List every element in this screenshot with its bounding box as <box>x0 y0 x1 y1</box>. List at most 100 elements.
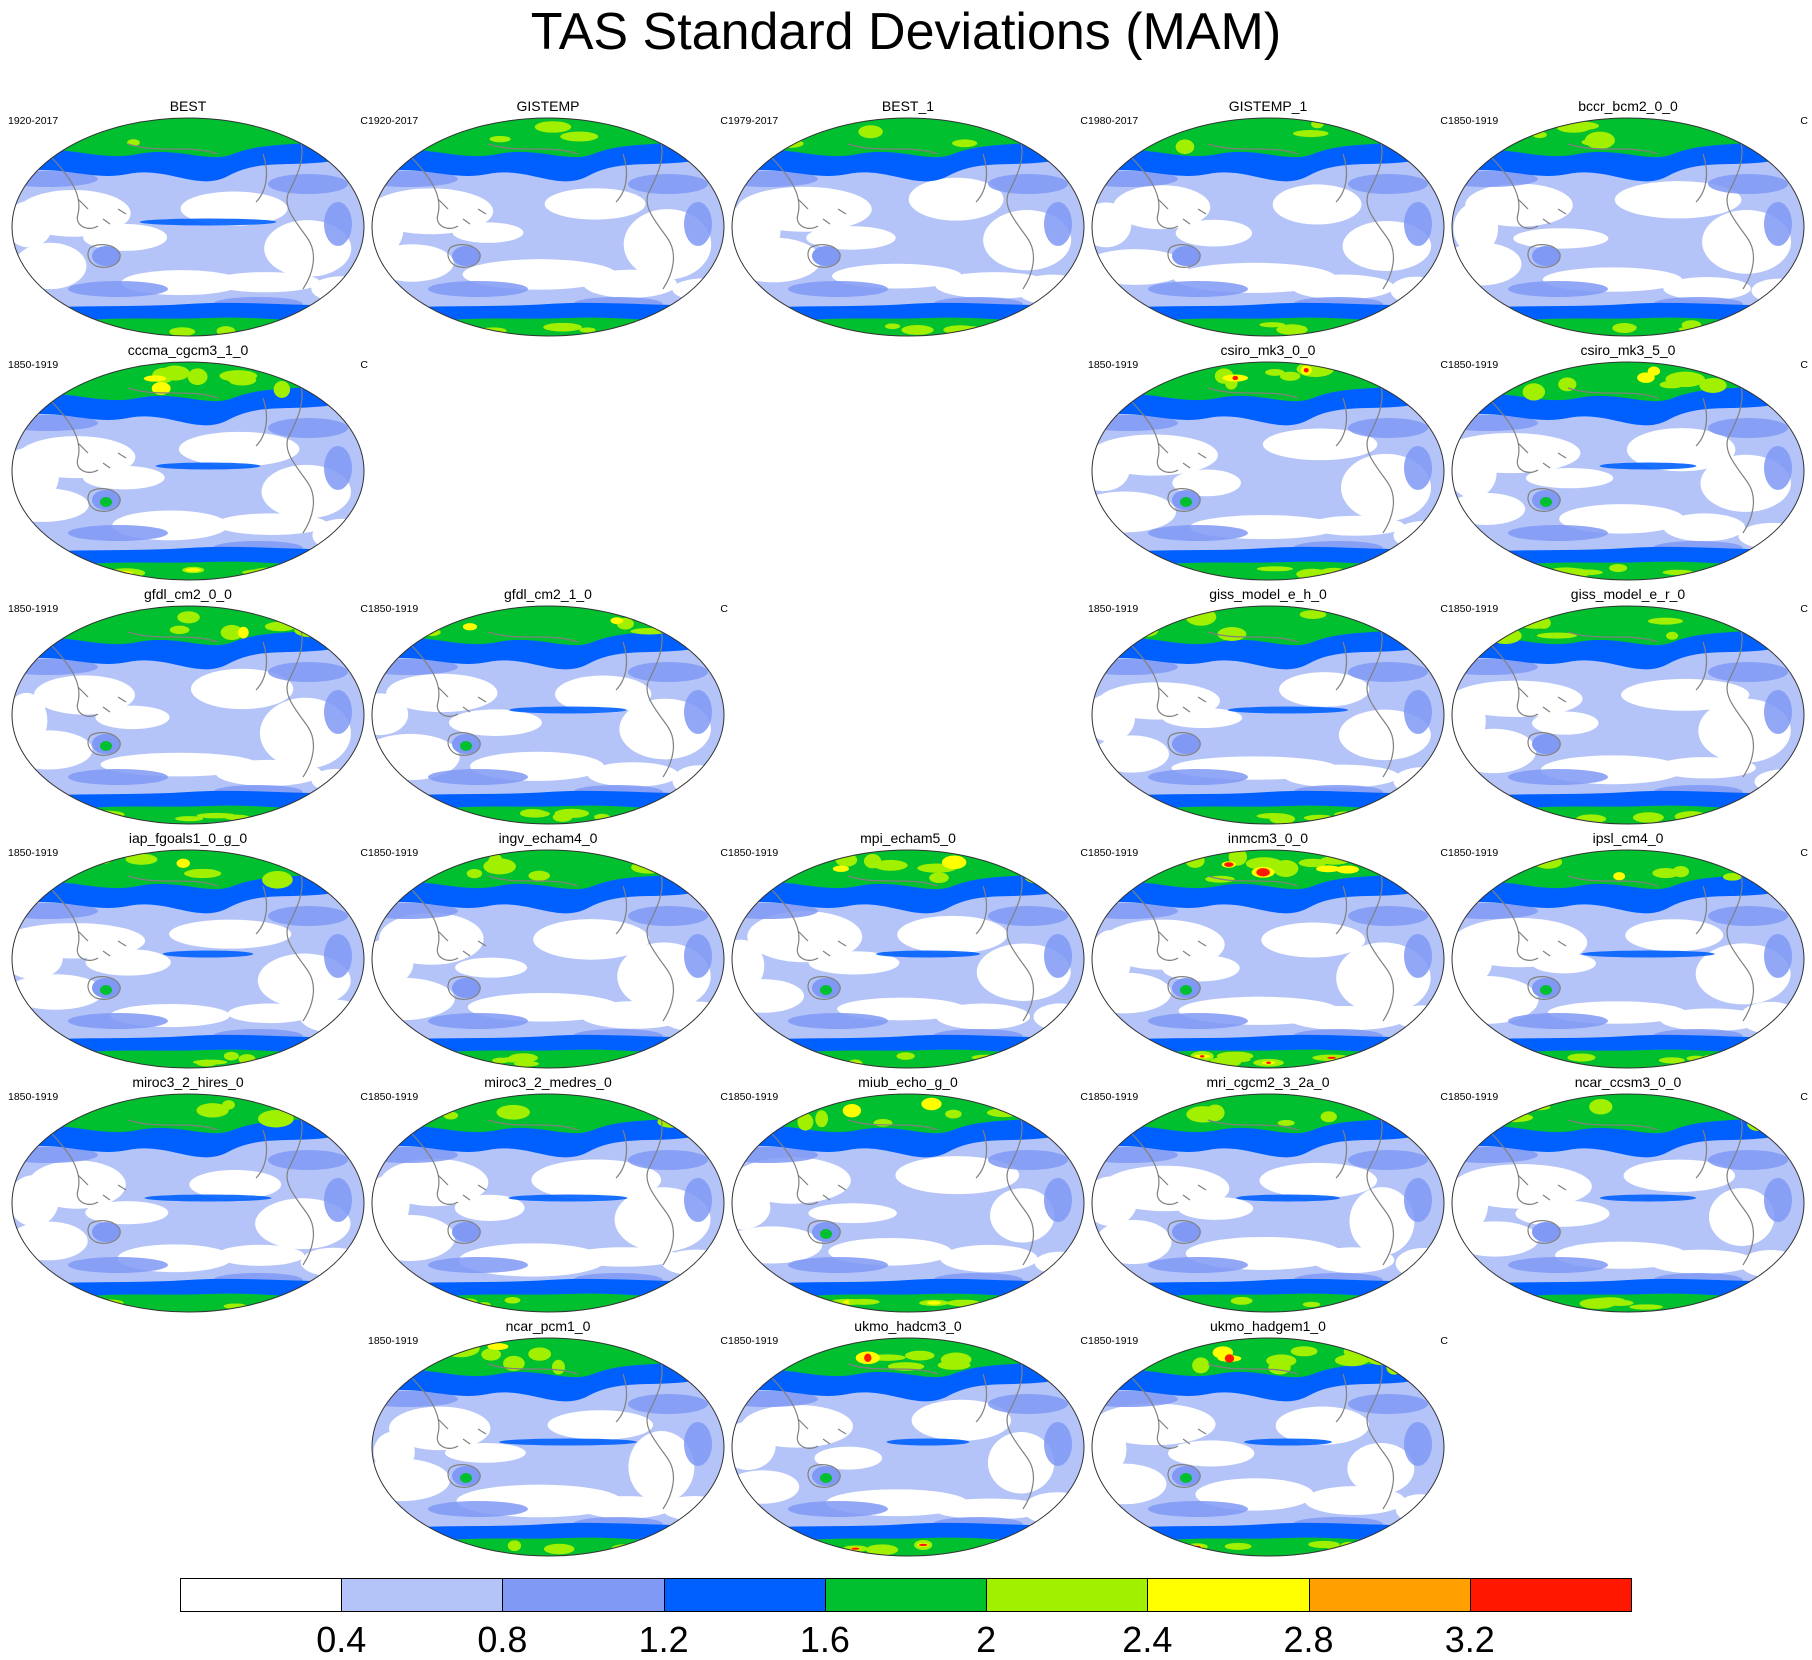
panel-period: 1850-1919 <box>8 1091 59 1103</box>
panel-unit: C <box>1080 1335 1088 1347</box>
colorbar-box <box>986 1578 1149 1612</box>
panel-period: 1980-2017 <box>1088 115 1139 127</box>
panel-period: 1850-1919 <box>1448 359 1499 371</box>
colorbar-box <box>1308 1578 1471 1612</box>
panel-title: GISTEMP_1 <box>1228 98 1308 114</box>
panel-unit: C <box>720 847 728 859</box>
map-panel: giss_model_e_r_0 1850-1919 C <box>1448 586 1808 829</box>
map-panel: ukmo_hadcm3_0 1850-1919 C <box>728 1318 1088 1561</box>
colorbar-tick-label: 3.2 <box>1444 1619 1495 1660</box>
map-panel: mpi_echam5_0 1850-1919 C <box>728 830 1088 1073</box>
map-panel: miroc3_2_medres_0 1850-1919 C <box>368 1074 728 1317</box>
panel-period: 1850-1919 <box>1088 359 1139 371</box>
panel-unit: C <box>720 1335 728 1347</box>
panel-unit: C <box>1440 1335 1448 1347</box>
panel-unit: C <box>720 603 728 615</box>
panel-unit: C <box>1800 847 1808 859</box>
map-panel: ncar_pcm1_0 1850-1919 C <box>368 1318 728 1561</box>
panel-period: 1850-1919 <box>368 1091 419 1103</box>
panel-period: 1850-1919 <box>368 847 419 859</box>
panel-title: bccr_bcm2_0_0 <box>1578 98 1678 114</box>
map-plot <box>731 1093 1085 1313</box>
colorbar-tick-label: 1.2 <box>638 1619 689 1660</box>
map-plot <box>371 1093 725 1313</box>
map-plot <box>371 849 725 1069</box>
map-plot <box>1091 1337 1445 1557</box>
panel-unit: C <box>360 1091 368 1103</box>
map-plot <box>11 117 365 337</box>
panel-period: 1850-1919 <box>1448 115 1499 127</box>
panel-period: 1850-1919 <box>368 1335 419 1347</box>
panel-period: 1850-1919 <box>1088 847 1139 859</box>
panel-title: miub_echo_g_0 <box>858 1074 958 1090</box>
panel-unit: C <box>360 603 368 615</box>
panel-unit: C <box>1800 1091 1808 1103</box>
map-panel: gfdl_cm2_0_0 1850-1919 C <box>8 586 368 829</box>
map-panel: miub_echo_g_0 1850-1919 C <box>728 1074 1088 1317</box>
map-panel: ncar_ccsm3_0_0 1850-1919 C <box>1448 1074 1808 1317</box>
panel-period: 1850-1919 <box>8 359 59 371</box>
map-plot <box>1451 849 1805 1069</box>
map-plot <box>371 117 725 337</box>
panel-period: 1920-2017 <box>8 115 59 127</box>
colorbar-box <box>502 1578 665 1612</box>
map-plot <box>731 117 1085 337</box>
panel-title: giss_model_e_h_0 <box>1209 586 1327 602</box>
colorbar-tick-label: 1.6 <box>799 1619 850 1660</box>
panel-period: 1850-1919 <box>1088 1335 1139 1347</box>
colorbar-tick-label: 0.4 <box>316 1619 367 1660</box>
map-plot <box>1451 361 1805 581</box>
panel-unit: C <box>720 1091 728 1103</box>
map-plot <box>1451 1093 1805 1313</box>
panel-unit: C <box>720 115 728 127</box>
panel-unit: C <box>1800 115 1808 127</box>
colorbar-box <box>341 1578 504 1612</box>
map-panel: BEST 1920-2017 C <box>8 98 368 341</box>
colorbar-tick-label: 2.4 <box>1122 1619 1173 1660</box>
panel-title: ingv_echam4_0 <box>498 830 598 846</box>
panel-unit: C <box>1440 359 1448 371</box>
panel-title: gfdl_cm2_0_0 <box>144 586 232 602</box>
panel-title: csiro_mk3_0_0 <box>1220 342 1316 358</box>
panel-period: 1850-1919 <box>1448 1091 1499 1103</box>
map-panel: gfdl_cm2_1_0 1850-1919 C <box>368 586 728 829</box>
colorbar-tick-label: 2.8 <box>1283 1619 1334 1660</box>
panel-title: giss_model_e_r_0 <box>1570 586 1686 602</box>
map-plot <box>731 1337 1085 1557</box>
map-plot <box>1451 117 1805 337</box>
panel-title: miroc3_2_hires_0 <box>132 1074 244 1090</box>
panel-period: 1850-1919 <box>728 847 779 859</box>
panel-title: csiro_mk3_5_0 <box>1580 342 1676 358</box>
panel-title: BEST <box>169 98 207 114</box>
map-panel: GISTEMP_1 1980-2017 C <box>1088 98 1448 341</box>
panel-title: ncar_ccsm3_0_0 <box>1574 1074 1682 1090</box>
panel-title: gfdl_cm2_1_0 <box>504 586 592 602</box>
panel-period: 1850-1919 <box>1088 603 1139 615</box>
colorbar-tick-label: 2 <box>976 1619 997 1660</box>
map-plot <box>11 849 365 1069</box>
colorbar-box <box>824 1578 988 1612</box>
map-panel: GISTEMP 1920-2017 C <box>368 98 728 341</box>
page-title: TAS Standard Deviations (MAM) <box>530 3 1282 61</box>
map-plot <box>1091 1093 1445 1313</box>
map-panel: bccr_bcm2_0_0 1850-1919 C <box>1448 98 1808 341</box>
map-plot <box>1091 361 1445 581</box>
map-plot <box>1091 605 1445 825</box>
colorbar-box <box>1469 1578 1632 1612</box>
map-plot <box>1451 605 1805 825</box>
panel-unit: C <box>1440 115 1448 127</box>
panel-unit: C <box>1800 603 1808 615</box>
panel-period: 1850-1919 <box>728 1335 779 1347</box>
panel-title: iap_fgoals1_0_g_0 <box>128 830 248 846</box>
colorbar-tick-label: 0.8 <box>477 1619 528 1660</box>
map-panel: BEST_1 1979-2017 C <box>728 98 1088 341</box>
map-panel: csiro_mk3_5_0 1850-1919 C <box>1448 342 1808 585</box>
map-plot <box>731 849 1085 1069</box>
panel-period: 1850-1919 <box>8 847 59 859</box>
panel-unit: C <box>1440 1091 1448 1103</box>
panel-period: 1979-2017 <box>728 115 779 127</box>
panel-title: GISTEMP <box>516 98 580 114</box>
panel-title: ncar_pcm1_0 <box>505 1318 591 1334</box>
colorbar <box>180 1578 1632 1612</box>
map-panel: miroc3_2_hires_0 1850-1919 C <box>8 1074 368 1317</box>
